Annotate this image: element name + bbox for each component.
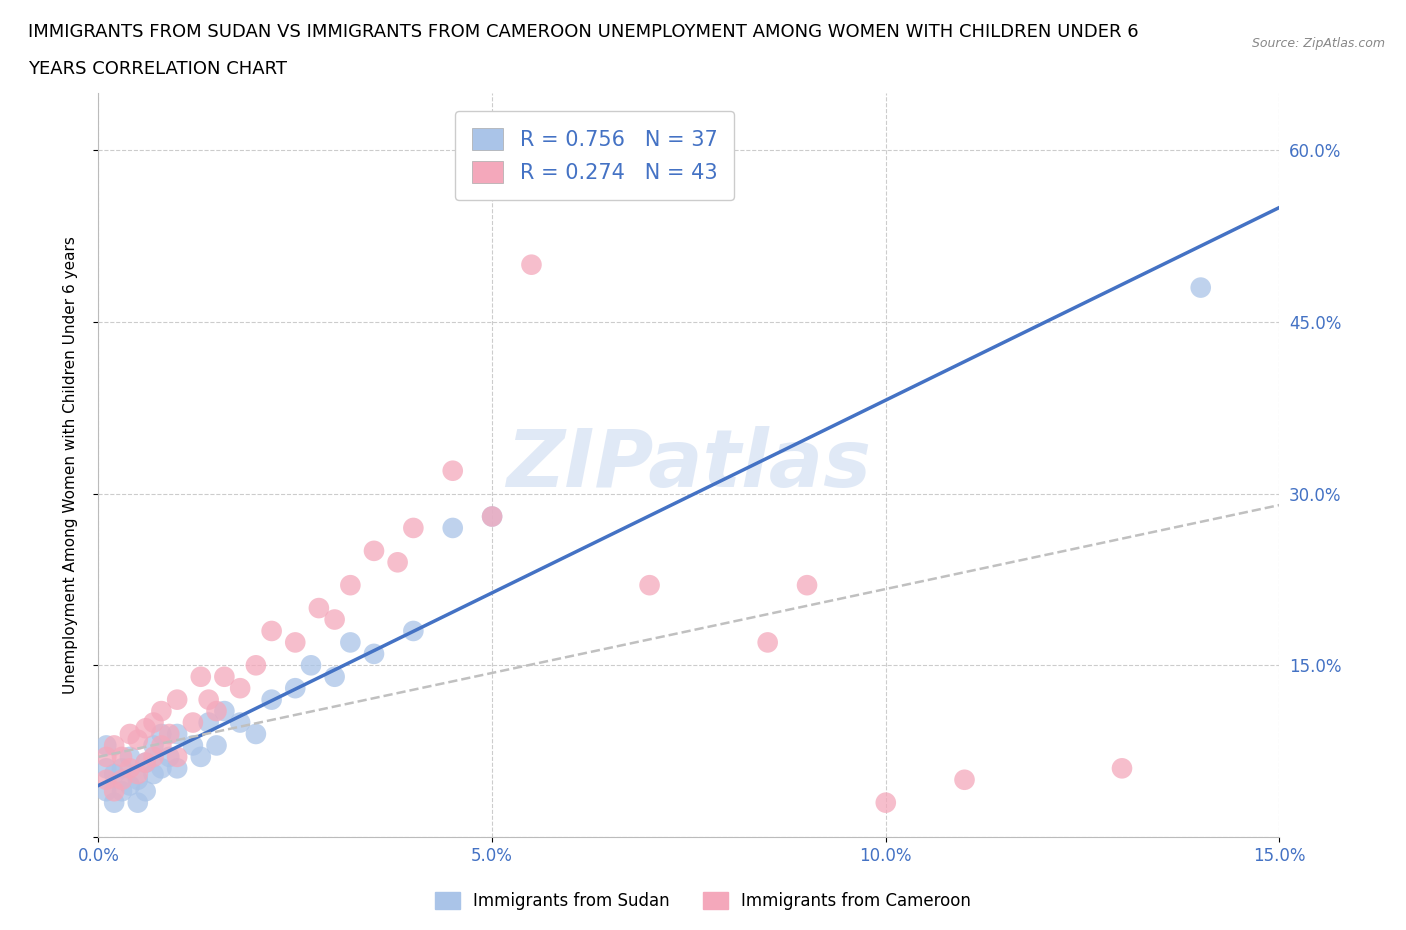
Point: [127, 772, 149, 787]
Point: [339, 578, 361, 592]
Point: [103, 784, 125, 799]
Point: [299, 658, 322, 672]
Point: [1189, 280, 1212, 295]
Legend: R = 0.756   N = 37, R = 0.274   N = 43: R = 0.756 N = 37, R = 0.274 N = 43: [456, 111, 734, 200]
Point: [197, 715, 219, 730]
Point: [387, 555, 409, 570]
Point: [953, 772, 976, 787]
Point: [150, 761, 173, 776]
Y-axis label: Unemployment Among Women with Children Under 6 years: Unemployment Among Women with Children U…: [63, 236, 77, 694]
Point: [118, 726, 141, 741]
Point: [308, 601, 330, 616]
Point: [118, 761, 141, 776]
Point: [229, 681, 252, 696]
Point: [481, 509, 503, 524]
Point: [481, 509, 503, 524]
Point: [166, 750, 188, 764]
Point: [166, 692, 188, 707]
Text: Source: ZipAtlas.com: Source: ZipAtlas.com: [1251, 37, 1385, 50]
Point: [229, 715, 252, 730]
Point: [205, 704, 228, 719]
Point: [245, 726, 267, 741]
Point: [441, 521, 464, 536]
Point: [111, 750, 134, 764]
Point: [111, 772, 134, 787]
Point: [96, 761, 118, 776]
Point: [197, 692, 219, 707]
Point: [127, 732, 149, 747]
Point: [1111, 761, 1133, 776]
Point: [260, 692, 283, 707]
Point: [96, 750, 118, 764]
Point: [142, 766, 165, 781]
Point: [103, 766, 125, 781]
Point: [875, 795, 897, 810]
Point: [142, 715, 165, 730]
Point: [756, 635, 779, 650]
Point: [103, 738, 125, 753]
Point: [150, 726, 173, 741]
Point: [135, 784, 157, 799]
Point: [339, 635, 361, 650]
Point: [118, 750, 141, 764]
Point: [363, 646, 385, 661]
Point: [520, 258, 543, 272]
Point: [214, 670, 236, 684]
Point: [166, 726, 188, 741]
Point: [127, 795, 149, 810]
Point: [284, 681, 307, 696]
Point: [150, 738, 173, 753]
Point: [135, 755, 157, 770]
Point: [260, 623, 283, 638]
Point: [142, 738, 165, 753]
Point: [284, 635, 307, 650]
Legend: Immigrants from Sudan, Immigrants from Cameroon: Immigrants from Sudan, Immigrants from C…: [427, 885, 979, 917]
Point: [323, 670, 346, 684]
Point: [181, 715, 204, 730]
Point: [111, 784, 134, 799]
Point: [111, 761, 134, 776]
Point: [166, 761, 188, 776]
Point: [402, 521, 425, 536]
Point: [796, 578, 818, 592]
Point: [190, 670, 212, 684]
Point: [638, 578, 661, 592]
Point: [103, 795, 125, 810]
Point: [363, 543, 385, 558]
Point: [323, 612, 346, 627]
Point: [135, 721, 157, 736]
Point: [214, 704, 236, 719]
Point: [245, 658, 267, 672]
Point: [96, 784, 118, 799]
Text: IMMIGRANTS FROM SUDAN VS IMMIGRANTS FROM CAMEROON UNEMPLOYMENT AMONG WOMEN WITH : IMMIGRANTS FROM SUDAN VS IMMIGRANTS FROM…: [28, 23, 1139, 41]
Point: [402, 623, 425, 638]
Point: [150, 704, 173, 719]
Point: [127, 766, 149, 781]
Point: [118, 778, 141, 793]
Point: [190, 750, 212, 764]
Point: [96, 738, 118, 753]
Point: [96, 772, 118, 787]
Text: YEARS CORRELATION CHART: YEARS CORRELATION CHART: [28, 60, 287, 78]
Point: [181, 738, 204, 753]
Point: [142, 750, 165, 764]
Point: [135, 755, 157, 770]
Text: ZIPatlas: ZIPatlas: [506, 426, 872, 504]
Point: [157, 726, 180, 741]
Point: [205, 738, 228, 753]
Point: [157, 750, 180, 764]
Point: [441, 463, 464, 478]
